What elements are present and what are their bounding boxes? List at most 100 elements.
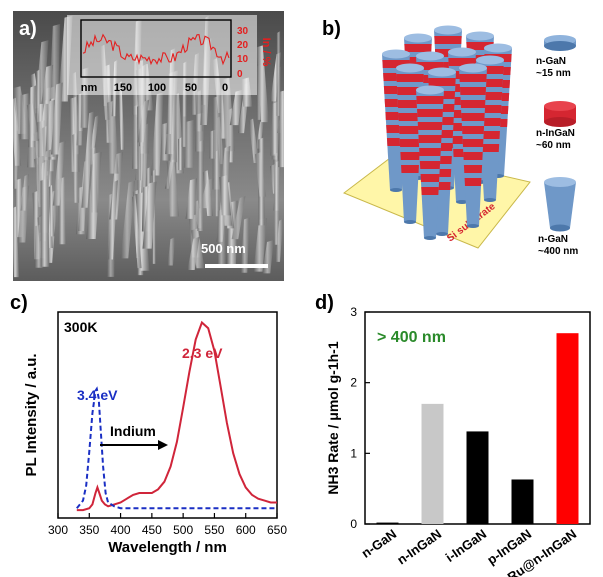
- uv-peak-annotation: 3.4 eV: [77, 387, 118, 403]
- nanorod: [185, 178, 197, 219]
- nanorod: [167, 237, 176, 266]
- plot-frame: [57, 311, 278, 519]
- nanorod: [231, 195, 246, 240]
- nanorod: [13, 129, 20, 189]
- bar: [466, 431, 489, 524]
- y-tick-label: 2: [350, 376, 357, 390]
- y-tick-label: 3: [350, 305, 357, 319]
- bar: [511, 479, 534, 524]
- nanorod: [240, 217, 250, 273]
- nanorod: [187, 236, 200, 271]
- nanorod: [166, 159, 180, 217]
- legend-size-ingan: ~60 nm: [536, 140, 571, 151]
- pl-spectrum-chart: 300 350 400 450 500 550 600 650 Wavelength / nm P…: [23, 311, 287, 556]
- nanorod: [219, 175, 232, 216]
- inset-x-tick: 50: [185, 82, 197, 94]
- nanorod: [183, 119, 195, 168]
- nanorod: [248, 118, 259, 164]
- panel-label-a: a): [19, 18, 37, 40]
- nanorod-stack: [416, 85, 444, 240]
- panel-label-d: d): [315, 292, 334, 314]
- legend-name-gan-thick: n-GaN: [538, 234, 568, 245]
- x-tick-label: 300: [48, 523, 68, 537]
- nanorod: [142, 181, 157, 249]
- y-tick-label: 0: [350, 517, 357, 531]
- nanorod: [26, 103, 39, 141]
- bar: [556, 333, 579, 524]
- legend-gan-thick-icon: [544, 177, 576, 232]
- nanorod: [276, 31, 281, 116]
- x-tick-label: i-InGaN: [443, 526, 489, 565]
- indium-profile-line: [82, 33, 230, 66]
- x-tick-label: 450: [142, 523, 162, 537]
- nanorod: [49, 24, 61, 104]
- inset-y-tick: 20: [237, 40, 249, 51]
- inset-x-tick: 100: [148, 82, 166, 94]
- nanorod: [20, 93, 30, 140]
- inset-x-tick: 150: [114, 82, 132, 94]
- nanorod: [132, 194, 142, 269]
- nanorod: [273, 152, 280, 245]
- x-tick-label: 350: [79, 523, 99, 537]
- nanorod: [13, 206, 20, 278]
- x-tick-label: n-GaN: [359, 526, 400, 561]
- redshift-arrowhead: [158, 440, 168, 450]
- nanorod: [120, 180, 136, 259]
- scale-bar-label: 500 nm: [201, 241, 246, 256]
- bar: [376, 522, 399, 525]
- nanorod-stack: [459, 63, 487, 228]
- y-tick-label: 1: [350, 446, 357, 460]
- nanorod: [256, 45, 269, 123]
- sem-image-panel: [13, 11, 284, 281]
- panel-label-c: c): [10, 292, 28, 314]
- nanorod: [253, 217, 267, 272]
- nanorod: [41, 64, 54, 104]
- x-tick-label: 500: [173, 523, 193, 537]
- legend-name-ingan: n-InGaN: [536, 128, 575, 139]
- x-tick-label: 600: [236, 523, 256, 537]
- nanorod: [20, 174, 29, 211]
- nanorod: [48, 184, 55, 237]
- inset-x-tick: nm: [81, 82, 98, 94]
- nanorod: [229, 89, 243, 126]
- inset-x-tick: 0: [222, 82, 228, 94]
- x-tick-label: 400: [111, 523, 131, 537]
- x-tick-label: n-InGaN: [394, 526, 444, 567]
- nanorod: [255, 119, 264, 149]
- nh3-rate-chart: 0123n-GaNn-InGaNi-InGaNp-InGaNRu@n-InGaN…: [325, 305, 591, 577]
- nanorod: [118, 81, 125, 150]
- legend-ingan-icon: [544, 101, 576, 127]
- nanorod-forest: [13, 15, 284, 278]
- nanorod: [89, 147, 99, 213]
- nanorod: [52, 141, 66, 206]
- nanorod: [181, 88, 187, 147]
- legend-name-gan-thin: n-GaN: [536, 56, 566, 67]
- x-axis-label: Wavelength / nm: [108, 539, 227, 556]
- y-axis-label: PL Intensity / a.u.: [23, 353, 40, 476]
- x-tick-label: 650: [267, 523, 287, 537]
- inset-y-tick: 0: [237, 69, 243, 80]
- inset-y-label: In / %: [260, 38, 272, 67]
- nanorod: [278, 90, 284, 168]
- x-tick-label: 550: [204, 523, 224, 537]
- nanorod: [212, 95, 222, 190]
- nanorod: [151, 92, 164, 176]
- nanorod: [178, 137, 183, 171]
- nanorod: [135, 192, 150, 271]
- scale-bar: [205, 264, 268, 268]
- nanorod: [221, 77, 236, 152]
- visible-pl-line: [76, 320, 277, 512]
- bar: [421, 403, 444, 524]
- uv-pl-line: [76, 386, 277, 510]
- nanorod: [137, 99, 150, 143]
- legend-size-gan-thick: ~400 nm: [538, 246, 579, 257]
- legend-gan-thin-icon: [544, 35, 576, 51]
- nanorod: [107, 180, 118, 260]
- nanorod-schematic: Si substrate: [343, 25, 576, 249]
- nanorod: [217, 208, 227, 268]
- nanorod: [81, 111, 95, 208]
- nanorod: [275, 218, 284, 262]
- inset-y-tick: 30: [237, 26, 249, 37]
